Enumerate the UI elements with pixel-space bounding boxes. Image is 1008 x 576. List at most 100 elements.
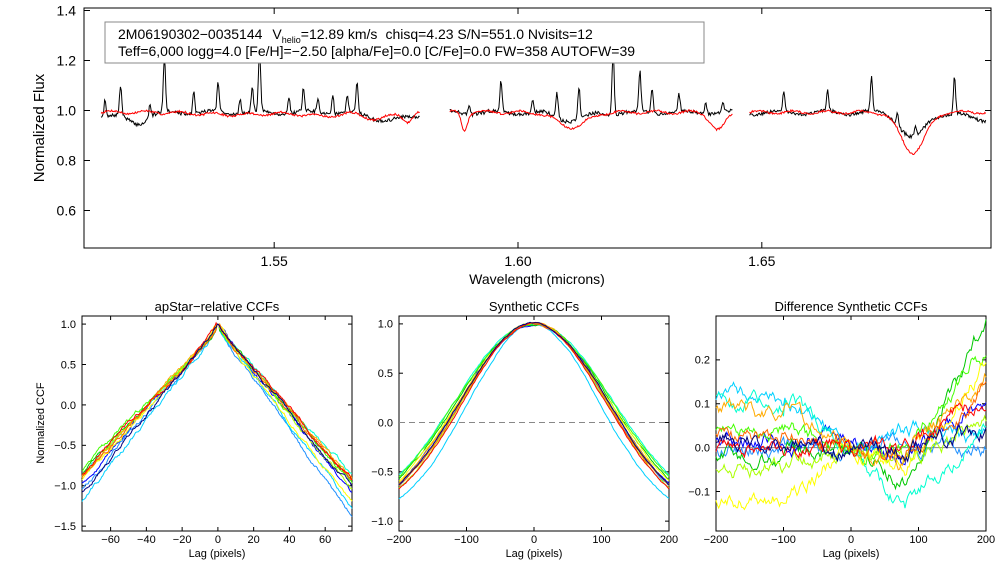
apstar-ccf-line <box>81 323 353 490</box>
apstar-ticks: −60 −40 −20 0 20 40 60 −1.5 −1.0 −0.5 0.0 0.5 1.0 <box>54 316 352 546</box>
synthetic-ytick-label: 0.5 <box>378 368 393 380</box>
spectrum-xtick-label: 1.60 <box>504 253 531 269</box>
apstar-ccf-line <box>81 323 353 509</box>
synthetic-ccf-panel: −200 −100 0 100 200 −1.0 −0.5 0.0 0.5 1.0 Synthet… <box>371 299 678 560</box>
spectrum-ytick-label: 1.0 <box>57 102 77 118</box>
difference-ccf-line <box>715 414 987 479</box>
synthetic-ccf-line <box>398 323 670 484</box>
difference-ytick-label: −0.1 <box>688 486 710 498</box>
model-spectrum-line <box>749 108 987 155</box>
apstar-ccf-line <box>81 323 353 517</box>
apstar-ytick-label: 0.5 <box>61 359 76 371</box>
difference-ytick-label: 0.2 <box>695 355 710 367</box>
star-id: 2M06190302−0035144 <box>118 26 263 42</box>
synthetic-ccf-line <box>398 321 670 489</box>
difference-xtick-label: 0 <box>848 534 854 546</box>
synthetic-xtick-label: −200 <box>387 534 412 546</box>
difference-xlabel: Lag (pixels) <box>823 548 880 560</box>
apstar-ccf-line <box>81 323 353 484</box>
apstar-ccf-line <box>81 323 353 502</box>
apstar-xlabel: Lag (pixels) <box>189 548 246 560</box>
apstar-title: apStar−relative CCFs <box>155 299 280 314</box>
spectrum-frame <box>83 7 992 249</box>
spectrum-panel: 1.55 1.60 1.65 0.6 0.8 1.0 1.2 1.4 Wavelength (… <box>31 2 992 287</box>
apstar-ytick-label: −1.0 <box>54 481 76 493</box>
apstar-ccf-line <box>81 323 353 493</box>
synthetic-xtick-label: 0 <box>531 534 537 546</box>
apstar-xtick-label: 60 <box>319 534 331 546</box>
synthetic-ccf-line <box>398 323 670 481</box>
annotation-line-1: 2M06190302−0035144 Vhelio=12.89 km/s chisq… <box>118 26 593 45</box>
apstar-ytick-label: −0.5 <box>54 440 76 452</box>
synthetic-lines <box>398 321 670 500</box>
synthetic-ticks: −200 −100 0 100 200 −1.0 −0.5 0.0 0.5 1.0 <box>371 316 678 546</box>
difference-xtick-label: −100 <box>771 534 796 546</box>
observed-spectrum-line <box>749 75 987 140</box>
model-spectrum-line <box>449 109 733 133</box>
difference-xtick-label: −200 <box>704 534 729 546</box>
apstar-ylabel: Normalized CCF <box>35 382 47 464</box>
synthetic-ytick-label: −1.0 <box>371 516 393 528</box>
difference-ytick-label: 0.0 <box>695 442 710 454</box>
apstar-ytick-label: 0.0 <box>61 400 76 412</box>
annotation-box <box>104 21 705 64</box>
apstar-ccf-panel: −60 −40 −20 0 20 40 60 −1.5 −1.0 −0.5 0.0 0.5 1.0 ap… <box>35 299 353 560</box>
spectrum-ytick-label: 0.6 <box>57 202 77 218</box>
difference-ticks: −200 −100 0 100 200 −0.1 0.0 0.1 0.2 <box>688 316 995 546</box>
difference-title: Difference Synthetic CCFs <box>775 299 928 314</box>
difference-xtick-label: 100 <box>909 534 927 546</box>
vhelio-value: =12.89 km/s <box>301 26 378 42</box>
vhelio-symbol: V <box>272 26 282 42</box>
apstar-frame <box>81 315 353 532</box>
apstar-xtick-label: 40 <box>283 534 295 546</box>
vhelio-subscript: helio <box>282 35 301 45</box>
apstar-xtick-label: 0 <box>215 534 221 546</box>
synthetic-xtick-label: −100 <box>454 534 479 546</box>
spectrum-lines <box>100 51 987 155</box>
synthetic-ytick-label: −0.5 <box>371 467 393 479</box>
model-spectrum-line <box>100 109 420 125</box>
spectrum-ylabel: Normalized Flux <box>31 73 48 182</box>
apstar-lines <box>81 321 353 517</box>
spectrum-ytick-label: 1.4 <box>57 2 77 18</box>
apstar-ytick-label: 1.0 <box>61 319 76 331</box>
difference-ytick-label: 0.1 <box>695 399 710 411</box>
synthetic-title: Synthetic CCFs <box>489 299 580 314</box>
apstar-xtick-label: −20 <box>173 534 192 546</box>
synthetic-ccf-line <box>398 322 670 485</box>
apstar-ccf-line <box>81 321 353 481</box>
synthetic-xtick-label: 200 <box>660 534 678 546</box>
difference-lines <box>715 319 987 511</box>
synthetic-ytick-label: 1.0 <box>378 319 393 331</box>
synthetic-ccf-line <box>398 321 670 490</box>
spectrum-ytick-label: 1.2 <box>57 52 77 68</box>
synthetic-ccf-line <box>398 321 670 486</box>
difference-ccf-panel: −200 −100 0 100 200 −0.1 0.0 0.1 0.2 Difference … <box>688 299 995 560</box>
apstar-ccf-line <box>81 323 353 481</box>
spectrum-ticks: 1.55 1.60 1.65 0.6 0.8 1.0 1.2 1.4 <box>57 2 991 269</box>
synthetic-ytick-label: 0.0 <box>378 417 393 429</box>
annotation-line-2: Teff=6,000 logg=4.0 [Fe/H]=−2.50 [alpha/… <box>118 43 635 59</box>
apstar-ytick-label: −1.5 <box>54 521 76 533</box>
apstar-ccf-line <box>81 323 353 480</box>
spectrum-ytick-label: 0.8 <box>57 152 77 168</box>
fit-stats: chisq=4.23 S/N=551.0 Nvisits=12 <box>385 26 593 42</box>
synthetic-xlabel: Lag (pixels) <box>506 548 563 560</box>
difference-ccf-line <box>715 423 987 464</box>
synthetic-ccf-line <box>398 322 670 500</box>
spectrum-xlabel: Wavelength (microns) <box>469 271 605 287</box>
observed-spectrum-line <box>100 51 420 128</box>
difference-xtick-label: 200 <box>977 534 995 546</box>
synthetic-ccf-line <box>398 322 670 487</box>
synthetic-ccf-line <box>398 322 670 482</box>
apstar-ccf-line <box>81 323 352 493</box>
difference-ccf-line <box>715 372 987 471</box>
apstar-ccf-line <box>81 322 353 479</box>
apstar-ccf-line <box>81 323 353 478</box>
spectrum-xtick-label: 1.65 <box>748 253 775 269</box>
apstar-xtick-label: −60 <box>101 534 120 546</box>
spectrum-xtick-label: 1.55 <box>261 253 288 269</box>
synthetic-xtick-label: 100 <box>592 534 610 546</box>
synthetic-ccf-line <box>398 322 670 487</box>
